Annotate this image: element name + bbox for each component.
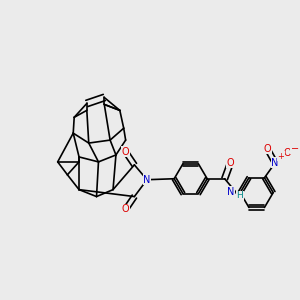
Text: N: N xyxy=(272,158,279,168)
Text: O: O xyxy=(122,204,130,214)
Text: +: + xyxy=(278,152,284,161)
Text: N: N xyxy=(227,187,235,197)
Text: N: N xyxy=(143,175,151,185)
Text: H: H xyxy=(236,191,243,200)
Text: O: O xyxy=(122,147,130,157)
Text: O: O xyxy=(227,158,234,168)
Text: O: O xyxy=(264,144,271,154)
Text: −: − xyxy=(291,143,299,154)
Text: O: O xyxy=(284,148,292,158)
